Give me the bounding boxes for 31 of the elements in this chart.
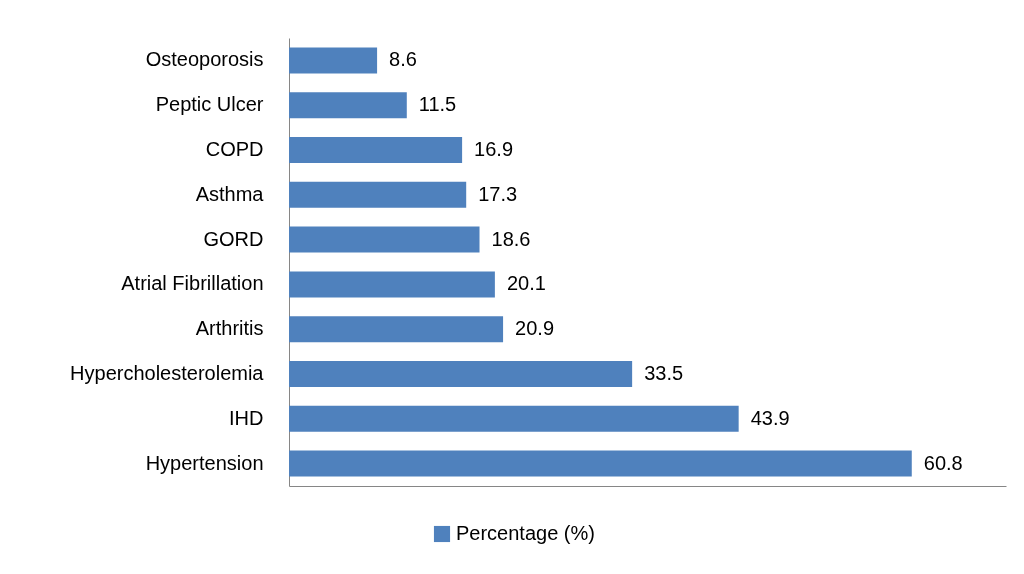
data-label: 16.9 <box>474 138 514 160</box>
data-label: 20.1 <box>506 272 546 295</box>
data-label: 33.5 <box>644 362 684 384</box>
bar <box>289 271 495 298</box>
y-tick-label: Hypercholesterolemia <box>70 362 265 384</box>
data-label: 11.5 <box>418 93 457 116</box>
y-tick-label: Atrial Fibrillation <box>121 272 264 295</box>
bar <box>289 316 504 343</box>
bar <box>289 405 739 432</box>
y-tick-label: COPD <box>205 138 264 160</box>
y-tick-label: GORD <box>203 227 264 250</box>
bar <box>289 137 463 163</box>
y-tick-label: Peptic Ulcer <box>155 93 264 116</box>
bar <box>289 92 407 119</box>
bar <box>289 226 480 253</box>
bar <box>289 361 633 387</box>
bar <box>289 450 912 477</box>
y-tick-label: Arthritis <box>195 317 264 340</box>
data-label: 20.9 <box>515 317 555 340</box>
legend-label: Percentage (%) <box>456 522 595 544</box>
data-label: 60.8 <box>923 451 963 474</box>
y-tick-label: Osteoporosis <box>145 48 264 71</box>
y-tick-label: IHD <box>229 406 264 429</box>
y-tick-label: Hypertension <box>145 451 264 474</box>
bar <box>289 181 467 208</box>
bar <box>289 47 378 74</box>
data-label: 18.6 <box>491 227 531 250</box>
data-label: 17.3 <box>478 182 518 205</box>
data-label: 8.6 <box>389 48 417 71</box>
y-tick-label: Asthma <box>195 182 265 205</box>
data-label: 43.9 <box>750 406 790 429</box>
